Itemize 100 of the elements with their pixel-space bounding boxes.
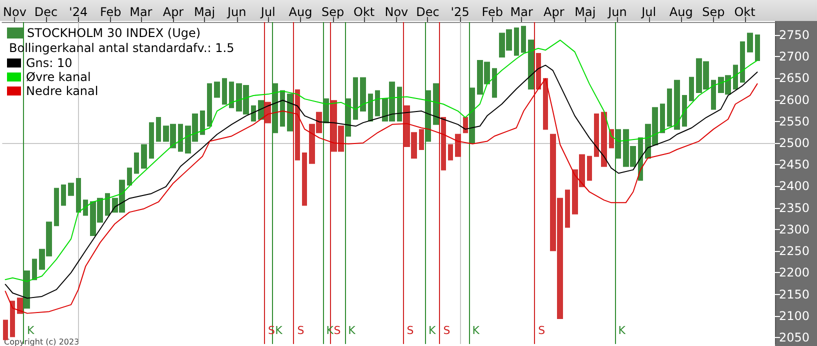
candlestick (747, 32, 753, 52)
y-tick-label: 2100 (779, 308, 810, 323)
candlestick (426, 90, 431, 142)
candlestick (587, 156, 592, 181)
candlestick (229, 82, 234, 108)
candlestick (127, 168, 132, 186)
candlestick (601, 112, 607, 167)
candlestick (711, 80, 716, 110)
x-tick-label: Maj (574, 5, 596, 19)
candlestick (740, 41, 745, 83)
y-tick-label: 2600 (779, 92, 810, 107)
x-tick-label: Okt (354, 5, 375, 19)
candlestick (419, 129, 424, 150)
ref-line-label: S (538, 324, 546, 337)
candlestick (302, 152, 307, 206)
candlestick (54, 188, 59, 226)
candlestick (660, 104, 665, 134)
ref-line-label: S (443, 324, 450, 337)
candlestick (10, 300, 15, 338)
x-tick-label: Feb (482, 5, 503, 19)
x-tick-label: Aug (288, 5, 312, 19)
x-tick-label: Dec (416, 5, 440, 19)
candlestick (565, 190, 570, 228)
candlestick (207, 83, 212, 127)
x-tick-label: '24 (69, 5, 88, 19)
candlestick (360, 77, 366, 112)
x-tick-label: Sep (321, 5, 344, 19)
candlestick (61, 184, 66, 206)
candlestick (536, 53, 541, 90)
x-tick-label: Mar (510, 5, 533, 19)
candlestick (280, 90, 285, 127)
ref-line-label: K (275, 324, 284, 337)
y-tick-label: 2400 (779, 179, 810, 194)
x-tick-label: Aug (669, 5, 693, 19)
x-tick-label: Nov (384, 5, 408, 19)
candlestick (353, 77, 358, 120)
candlestick (295, 89, 300, 160)
candlestick (17, 298, 23, 314)
ref-line-label: K (348, 324, 356, 337)
y-tick-label: 2250 (779, 244, 810, 258)
candlestick (543, 78, 548, 130)
x-tick-label: Jul (260, 5, 276, 19)
candlestick (514, 28, 519, 56)
y-tick-label: 2450 (779, 158, 810, 172)
legend-label: Nedre kanal (26, 84, 98, 98)
candlestick (455, 134, 461, 157)
candlestick (594, 114, 599, 157)
candlestick (682, 94, 687, 127)
x-tick-label: Mar (130, 5, 152, 19)
candlestick (141, 144, 147, 169)
candlestick (156, 117, 161, 142)
x-tick-label: Jul (640, 5, 656, 19)
ref-line-label: S (406, 324, 414, 337)
candlestick (674, 80, 680, 130)
x-tick-label: Sep (702, 5, 725, 19)
candlestick (448, 144, 453, 160)
y-tick-label: 2700 (779, 50, 810, 64)
x-tick-label: Maj (194, 5, 216, 19)
x-tick-label: Feb (100, 5, 122, 19)
x-tick-label: Jun (607, 5, 627, 19)
y-tick-label: 2150 (779, 287, 810, 302)
y-tick-label: 2550 (779, 114, 810, 128)
ref-line-label: K (472, 324, 480, 337)
candlestick (689, 76, 694, 102)
candlestick (433, 83, 439, 125)
candlestick (287, 94, 293, 132)
x-tick-label: Dec (34, 5, 58, 19)
y-tick-label: 2500 (779, 136, 810, 150)
candlestick (222, 78, 227, 105)
legend-label: Gns: 10 (26, 56, 72, 70)
candlestick (214, 82, 220, 98)
candlestick (178, 124, 183, 152)
candlestick (83, 200, 88, 216)
candlestick (616, 129, 621, 159)
candlestick (346, 98, 351, 137)
x-tick-label: Apr (544, 5, 564, 19)
candlestick (105, 193, 110, 216)
candlestick (251, 105, 256, 122)
candlestick (200, 110, 205, 135)
x-tick-label: '25 (450, 5, 470, 19)
candlestick (76, 178, 81, 213)
candlestick (521, 26, 526, 53)
candlestick (149, 122, 154, 159)
y-tick-label: 2650 (779, 71, 810, 86)
candlestick (68, 182, 74, 196)
candlestick (273, 83, 278, 134)
candlestick (733, 64, 738, 90)
candlestick (24, 270, 30, 309)
candlestick (463, 117, 468, 134)
candlestick (528, 40, 534, 90)
line-series (4, 40, 758, 282)
ref-line-label: K (26, 324, 35, 337)
y-tick-label: 2300 (779, 222, 810, 236)
candlestick (470, 88, 475, 144)
candlestick (492, 68, 497, 98)
candlestick (397, 86, 402, 122)
candlestick (324, 98, 329, 124)
ref-line-label: S (334, 324, 341, 337)
legend-label: STOCKHOLM 30 INDEX (Uge) (27, 26, 201, 40)
candlestick (441, 117, 446, 170)
